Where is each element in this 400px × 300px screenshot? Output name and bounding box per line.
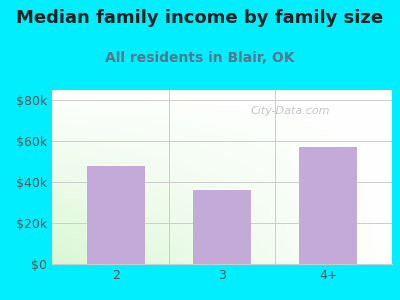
Text: Median family income by family size: Median family income by family size	[16, 9, 384, 27]
Bar	[193, 190, 251, 264]
Text: City-Data.com: City-Data.com	[250, 106, 330, 116]
Text: All residents in Blair, OK: All residents in Blair, OK	[105, 51, 295, 65]
Bar	[299, 147, 358, 264]
Bar	[86, 166, 145, 264]
